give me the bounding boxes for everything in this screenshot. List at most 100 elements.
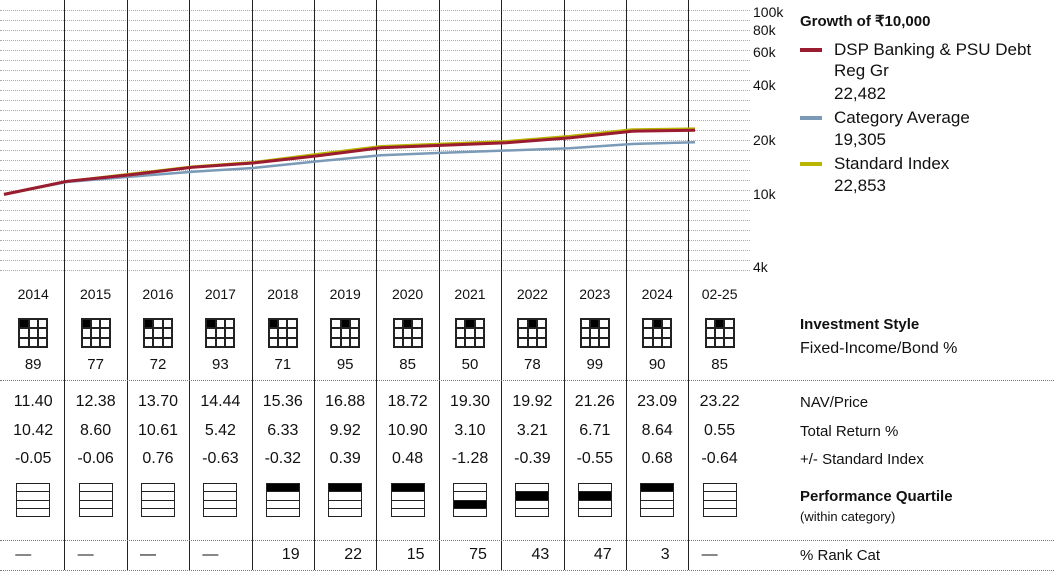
vs-index-cell: 0.68 [641, 450, 673, 467]
perf-quartile-sublabel: (within category) [800, 509, 896, 524]
gridline [0, 60, 750, 61]
rank-cat-value: — [701, 546, 718, 563]
gridline [0, 200, 750, 201]
year-label: 2019 [329, 286, 361, 302]
bond-pct-value: 78 [524, 356, 541, 373]
bond-pct-value: 71 [274, 356, 292, 373]
legend-series-value: 22,853 [834, 176, 886, 195]
vs-index-cell: -0.05 [14, 450, 52, 467]
style-box [18, 318, 49, 348]
gridline [0, 10, 750, 11]
nav-label: NAV/Price [800, 394, 869, 411]
gridline [0, 110, 750, 111]
gridline [0, 160, 750, 161]
rank-cat-value: — [15, 546, 32, 563]
total-return-cell: 5.42 [204, 422, 236, 439]
perf-quartile-label: Performance Quartile [800, 488, 953, 505]
vs-index-cell: -1.28 [451, 450, 489, 467]
gridline [0, 270, 750, 271]
year-label: 2024 [641, 286, 673, 302]
gridline [0, 40, 750, 41]
rank-cat-value: 47 [593, 546, 612, 563]
style-box [143, 318, 173, 348]
vs-index-cell: 0.39 [329, 450, 361, 467]
style-box [267, 318, 298, 348]
vs-index-cell: 0.76 [142, 450, 174, 467]
year-label: 2014 [17, 286, 49, 302]
style-box [579, 318, 610, 348]
bond-pct-value: 89 [24, 356, 42, 373]
style-box [205, 318, 236, 348]
legend-swatch [800, 48, 822, 52]
y-tick-label: 4k [753, 259, 768, 275]
quartile-box [702, 483, 737, 517]
gridline [0, 150, 750, 151]
total-return-cell: 3.21 [516, 422, 548, 439]
quartile-box [328, 483, 363, 517]
style-box [392, 318, 423, 348]
total-return-cell: 3.10 [454, 422, 486, 439]
gridline [0, 240, 750, 241]
quartile-box [16, 483, 51, 517]
gridline [0, 20, 750, 21]
year-label: 2016 [142, 286, 174, 302]
y-tick-label: 10k [753, 186, 776, 203]
chart-title: Growth of ₹10,000 [800, 13, 931, 30]
vs-index-label: +/- Standard Index [800, 451, 924, 468]
series-line [3, 127, 696, 196]
nav-cell: 19.92 [512, 393, 553, 410]
column-separator [251, 0, 253, 570]
gridline [0, 210, 750, 211]
gridline [0, 130, 750, 131]
total-return-cell: 6.33 [267, 422, 299, 439]
bond-pct-value: 85 [399, 356, 416, 373]
quartile-box [577, 483, 612, 517]
bond-pct-value: 50 [461, 356, 479, 373]
legend-series-value: 19,305 [834, 130, 886, 149]
total-return-cell: 6.71 [579, 422, 611, 439]
bond-pct-value: 95 [336, 356, 354, 373]
column-separator [626, 0, 627, 570]
bond-pct-value: 99 [586, 356, 604, 373]
nav-cell: 11.40 [13, 393, 53, 410]
column-separator [314, 0, 315, 570]
series-line [3, 128, 696, 196]
y-tick-label: 80k [753, 21, 776, 38]
total-return-cell: 9.92 [329, 422, 361, 439]
column-separator [438, 0, 440, 570]
column-separator [563, 0, 565, 570]
column-separator [189, 0, 191, 570]
section-divider [0, 540, 1054, 541]
bond-pct-label: Fixed-Income/Bond % [800, 340, 958, 357]
rank-cat-value: 22 [344, 546, 363, 563]
gridline [0, 190, 750, 191]
total-return-cell: 10.90 [387, 422, 428, 439]
total-return-cell: 8.60 [80, 422, 112, 439]
vs-index-cell: -0.06 [77, 450, 114, 467]
nav-cell: 21.26 [574, 393, 615, 410]
quartile-box [265, 483, 300, 517]
quartile-box [515, 483, 550, 517]
rank-cat-value: 75 [469, 546, 487, 563]
gridline [0, 180, 750, 181]
nav-cell: 15.36 [262, 393, 303, 410]
year-label: 2015 [80, 286, 112, 302]
gridline [0, 140, 750, 141]
column-separator [64, 0, 66, 570]
gridline [0, 170, 750, 171]
bond-pct-value: 77 [87, 356, 104, 373]
column-separator [688, 0, 690, 570]
vs-index-cell: -0.39 [514, 450, 551, 467]
rank-cat-value: 43 [531, 546, 550, 563]
nav-cell: 12.38 [75, 393, 116, 410]
style-box [80, 318, 111, 348]
gridline [0, 250, 750, 251]
gridline [0, 100, 750, 101]
vs-index-cell: -0.63 [202, 450, 239, 467]
growth-chart [3, 127, 696, 196]
nav-cell: 23.22 [699, 393, 740, 410]
style-box [455, 318, 485, 348]
quartile-box [203, 483, 238, 517]
y-tick-label: 40k [753, 76, 776, 93]
year-label: 2022 [516, 286, 548, 302]
